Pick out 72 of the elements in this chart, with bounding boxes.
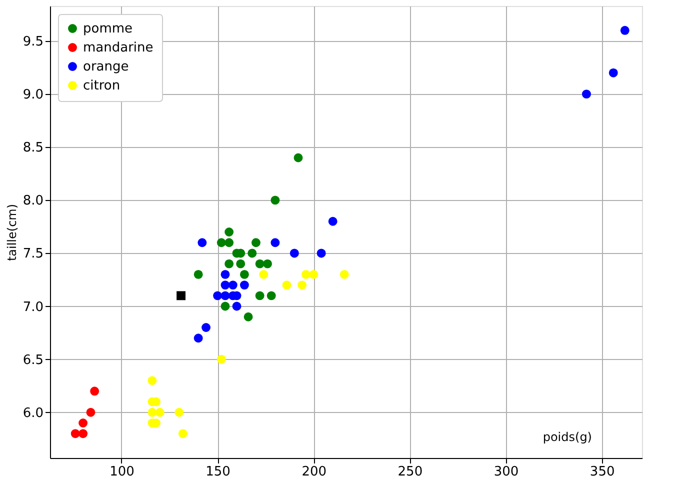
x-axis-title: poids(g)	[542, 430, 592, 444]
y-tick-label: 9.5	[22, 34, 44, 50]
point	[178, 429, 188, 438]
y-tick-label: 8.5	[22, 140, 44, 156]
point	[255, 259, 264, 268]
point	[198, 238, 207, 248]
point	[155, 408, 164, 417]
point	[294, 153, 303, 162]
point	[301, 270, 310, 279]
point	[148, 376, 157, 386]
point	[224, 259, 234, 268]
point	[86, 408, 96, 417]
point	[248, 248, 257, 258]
x-tick-label: 250	[398, 464, 423, 480]
point	[282, 280, 292, 290]
point	[340, 270, 349, 279]
y-tick-label: 7.0	[22, 300, 44, 315]
point	[290, 248, 299, 258]
point	[174, 408, 184, 417]
point	[220, 280, 230, 290]
point	[176, 291, 186, 300]
point	[220, 270, 230, 279]
x-tick-label: 150	[206, 464, 230, 480]
point	[255, 291, 264, 300]
x-tick-label: 350	[590, 464, 615, 480]
point	[228, 280, 238, 290]
point	[194, 334, 203, 343]
point	[270, 238, 280, 248]
point	[240, 280, 249, 290]
x-tick-label: 200	[302, 464, 327, 480]
y-tick-label: 7.5	[22, 246, 44, 262]
legend-label: orange	[83, 60, 129, 74]
point	[582, 90, 591, 99]
point	[259, 270, 268, 279]
point	[216, 238, 226, 248]
point	[263, 259, 272, 268]
point	[78, 418, 88, 428]
point	[213, 291, 222, 300]
y-tick-label: 6.0	[22, 406, 44, 421]
legend-label: pomme	[83, 22, 133, 36]
point	[266, 291, 276, 300]
point	[148, 408, 157, 417]
point	[90, 386, 100, 396]
y-tick-label: 8.0	[22, 194, 44, 209]
point	[220, 302, 230, 311]
x-tick-label: 300	[494, 464, 519, 480]
point	[78, 429, 88, 438]
point	[194, 270, 203, 279]
point	[244, 312, 253, 322]
point	[608, 68, 618, 78]
point	[216, 354, 226, 364]
legend-label: mandarine	[83, 40, 154, 56]
legend-label: citron	[83, 78, 120, 94]
point	[232, 302, 242, 311]
point	[309, 270, 318, 279]
point	[224, 228, 234, 236]
point	[236, 259, 246, 268]
point	[240, 270, 249, 279]
point	[298, 280, 307, 290]
point	[270, 196, 280, 205]
point	[220, 291, 230, 300]
y-tick-label: 9.0	[22, 88, 44, 103]
point	[316, 248, 326, 258]
point	[202, 323, 210, 332]
y-tick-label: 6.5	[22, 352, 44, 368]
point	[620, 26, 630, 35]
point	[70, 429, 80, 438]
point	[328, 216, 338, 226]
x-tick-label: 100	[110, 464, 134, 480]
y-axis-title: taille(cm)	[4, 204, 19, 262]
point	[224, 238, 234, 248]
point	[252, 238, 260, 248]
